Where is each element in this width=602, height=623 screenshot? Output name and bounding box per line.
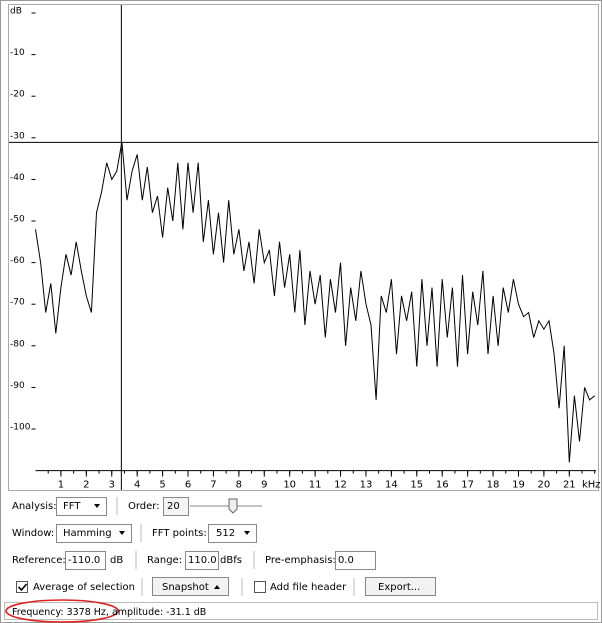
y-tick-label: -40	[10, 173, 25, 183]
status-amplitude: -31.1	[166, 607, 191, 618]
input-value: -110.0	[68, 555, 100, 566]
y-tick-label: -20	[10, 90, 25, 100]
button-label: Snapshot	[162, 582, 209, 593]
spectrum-line	[35, 141, 596, 463]
y-tick-label: -70	[10, 298, 25, 308]
x-tick-label: 5	[159, 480, 165, 491]
label: Range:	[147, 555, 182, 566]
status-amplitude-unit: dB	[194, 607, 207, 618]
x-tick-label: 10	[283, 480, 296, 491]
x-tick-label: 20	[538, 480, 551, 491]
unit: dBfs	[220, 555, 242, 566]
select-value: FFT	[63, 501, 81, 512]
plot-frame	[8, 4, 599, 491]
label: Pre-emphasis:	[265, 555, 336, 566]
x-tick-label: 12	[334, 480, 347, 491]
status-amplitude-label: amplitude:	[112, 607, 163, 618]
status-text: Frequency: 3378 Hz, amplitude: -31.1 dB	[12, 607, 206, 618]
x-tick-label: 21	[563, 480, 576, 491]
select-analysis[interactable]	[56, 497, 107, 516]
x-tick-label: 9	[261, 480, 267, 491]
x-tick-label: 14	[385, 480, 398, 491]
y-tick-label: -90	[10, 381, 25, 391]
select-window[interactable]	[56, 524, 132, 543]
x-tick-label: 4	[134, 480, 140, 491]
input-reference[interactable]	[65, 551, 106, 570]
x-tick-label: 15	[410, 480, 423, 491]
label: Average of selection	[33, 582, 135, 593]
status-frequency-label: Frequency:	[12, 607, 64, 618]
highlight-ellipse	[5, 599, 119, 623]
input-value: 0.0	[338, 555, 354, 566]
x-tick-label: 11	[309, 480, 322, 491]
label: Add file header	[270, 582, 347, 593]
x-tick-label: 16	[436, 480, 449, 491]
slider-thumb[interactable]	[228, 498, 238, 514]
input-range[interactable]	[185, 551, 219, 570]
label: Analysis:	[12, 501, 57, 512]
checkbox-header[interactable]	[254, 581, 266, 593]
y-tick-label: -10	[10, 48, 25, 58]
unit: dB	[110, 555, 123, 566]
x-tick-label: 13	[360, 480, 373, 491]
y-tick-label: -50	[10, 215, 25, 225]
x-tick-label: 6	[185, 480, 191, 491]
label: Order:	[128, 501, 160, 512]
x-tick-label: 7	[210, 480, 216, 491]
y-tick-label: -30	[10, 131, 25, 141]
dropdown-arrow	[214, 585, 220, 589]
dropdown-arrow	[119, 531, 125, 535]
x-tick-label: 1	[58, 480, 64, 491]
check-mark	[17, 583, 28, 592]
button-export[interactable]	[365, 577, 436, 596]
controls: Analysis: FFT Order: 20 Window: Hamming FFT po…	[12, 497, 436, 596]
checkbox-average[interactable]	[16, 581, 28, 593]
x-tick-label: 8	[236, 480, 242, 491]
label: FFT points:	[152, 528, 207, 539]
x-tick-label: 3	[109, 480, 115, 491]
x-tick-label: 19	[512, 480, 525, 491]
input-value: 110.0	[188, 555, 217, 566]
x-tick-label: 17	[461, 480, 474, 491]
y-tick-label: -60	[10, 256, 25, 266]
select-value: Hamming	[63, 528, 112, 539]
x-tick-label: 2	[83, 480, 89, 491]
dropdown-arrow	[244, 531, 250, 535]
x-tick-label: 18	[487, 480, 500, 491]
input-order	[163, 497, 189, 516]
button-snapshot[interactable]	[152, 577, 229, 596]
button-label: Export...	[378, 582, 420, 593]
y-tick-label: -80	[10, 339, 25, 349]
select-fft-points[interactable]	[208, 524, 257, 543]
status-bar	[4, 602, 598, 620]
x-unit-label: kHz	[582, 480, 601, 491]
dropdown-arrow	[94, 504, 100, 508]
y-tick-label: dB	[10, 7, 22, 17]
input-pre-emphasis[interactable]	[335, 551, 376, 570]
y-tick-label: -100	[10, 423, 31, 433]
status-frequency-unit: Hz,	[94, 607, 109, 618]
label: Window:	[12, 528, 54, 539]
select-value: 512	[216, 528, 235, 539]
status-frequency: 3378	[67, 607, 91, 618]
label: Reference:	[12, 555, 66, 566]
input-value: 20	[167, 501, 180, 512]
